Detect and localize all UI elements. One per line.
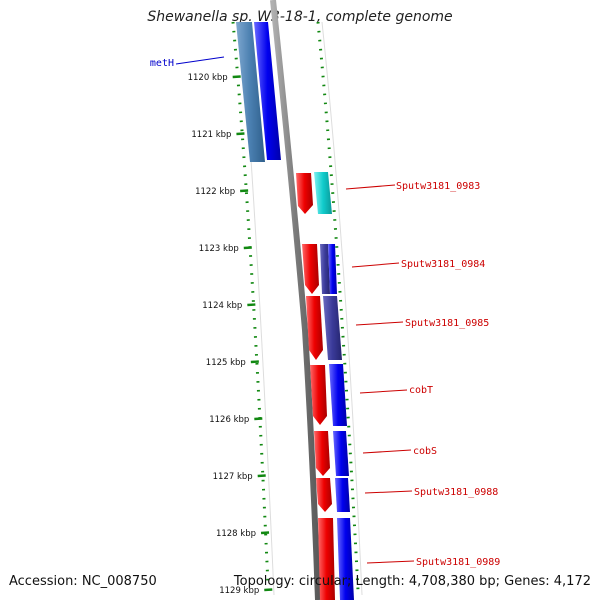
tick-mark [264, 588, 273, 592]
tick-label: 1120 kbp [188, 73, 228, 83]
tick-arc-right [316, 21, 360, 591]
tick-label: 1124 kbp [202, 301, 242, 311]
tick-mark [232, 75, 241, 79]
gene-sputw3181-0984-red[interactable] [302, 244, 319, 294]
gene-label-sputw3181-0985[interactable]: Sputw3181_0985 [405, 318, 489, 329]
tick-arc-left [231, 21, 270, 586]
gene-sputw3181-0985-red[interactable] [306, 296, 323, 360]
tick-label: 1122 kbp [195, 187, 235, 197]
tick-mark [243, 246, 252, 250]
map-title: Shewanella sp. W3-18-1, complete genome [147, 9, 453, 25]
tick-mark [247, 303, 256, 307]
gene-label-cobT[interactable]: cobT [409, 385, 433, 396]
gene-cobS-red[interactable] [314, 431, 330, 476]
gene-sputw3181-0989-blue[interactable] [337, 518, 354, 600]
tick-label: 1121 kbp [191, 130, 231, 140]
topology-text: Topology: circular; Length: 4,708,380 bp… [233, 574, 591, 589]
tick-group: 1120 kbp 1121 kbp 1122 kbp 1123 kbp 1124 kbp… [188, 73, 273, 596]
accession-text: Accession: NC_008750 [9, 574, 157, 589]
tick-label: 1128 kbp [216, 529, 256, 539]
gene-label-metH[interactable]: metH [150, 58, 174, 69]
gene-sputw3181-0985-slate[interactable] [323, 296, 342, 360]
tick-mark [254, 417, 263, 421]
gene-label-sputw3181-0988[interactable]: Sputw3181_0988 [414, 487, 498, 498]
tick-label: 1129 kbp [219, 586, 259, 596]
tick-mark [250, 360, 259, 364]
tick-mark [257, 474, 266, 478]
tick-label: 1126 kbp [209, 415, 249, 425]
gene-label-sputw3181-0984[interactable]: Sputw3181_0984 [401, 259, 485, 270]
gene-sputw3181-0984-slate[interactable] [320, 244, 330, 294]
gene-label-cobS[interactable]: cobS [413, 446, 437, 457]
tick-label: 1123 kbp [199, 244, 239, 254]
tick-label: 1125 kbp [206, 358, 246, 368]
label-leaders [175, 56, 415, 564]
gene-cobT-red[interactable] [310, 365, 327, 425]
gene-features [236, 22, 354, 600]
gene-sputw3181-0988-red[interactable] [316, 478, 332, 512]
tick-mark [260, 531, 270, 535]
backbone-line [270, 0, 321, 600]
tick-label: 1127 kbp [213, 472, 253, 482]
gene-metH-blue[interactable] [254, 22, 281, 160]
gene-sputw3181-0983-red[interactable] [296, 173, 313, 214]
tick-mark [236, 132, 245, 136]
gene-labels: metH Sputw3181_0983 Sputw3181_0984 Sputw… [150, 58, 500, 568]
gene-label-sputw3181-0983[interactable]: Sputw3181_0983 [396, 181, 480, 192]
feature-outline-right [321, 21, 363, 596]
gene-label-sputw3181-0989[interactable]: Sputw3181_0989 [416, 557, 500, 568]
gene-metH-forward[interactable] [236, 22, 265, 162]
gene-cobS-blue[interactable] [333, 431, 349, 476]
gene-sputw3181-0983-cyan[interactable] [314, 172, 332, 214]
gene-sputw3181-0989-red[interactable] [318, 518, 335, 600]
gene-sputw3181-0988-blue[interactable] [335, 478, 350, 512]
tick-mark [240, 189, 249, 193]
gene-cobT-blue[interactable] [329, 364, 347, 426]
gene-sputw3181-0984-blue[interactable] [328, 244, 337, 294]
